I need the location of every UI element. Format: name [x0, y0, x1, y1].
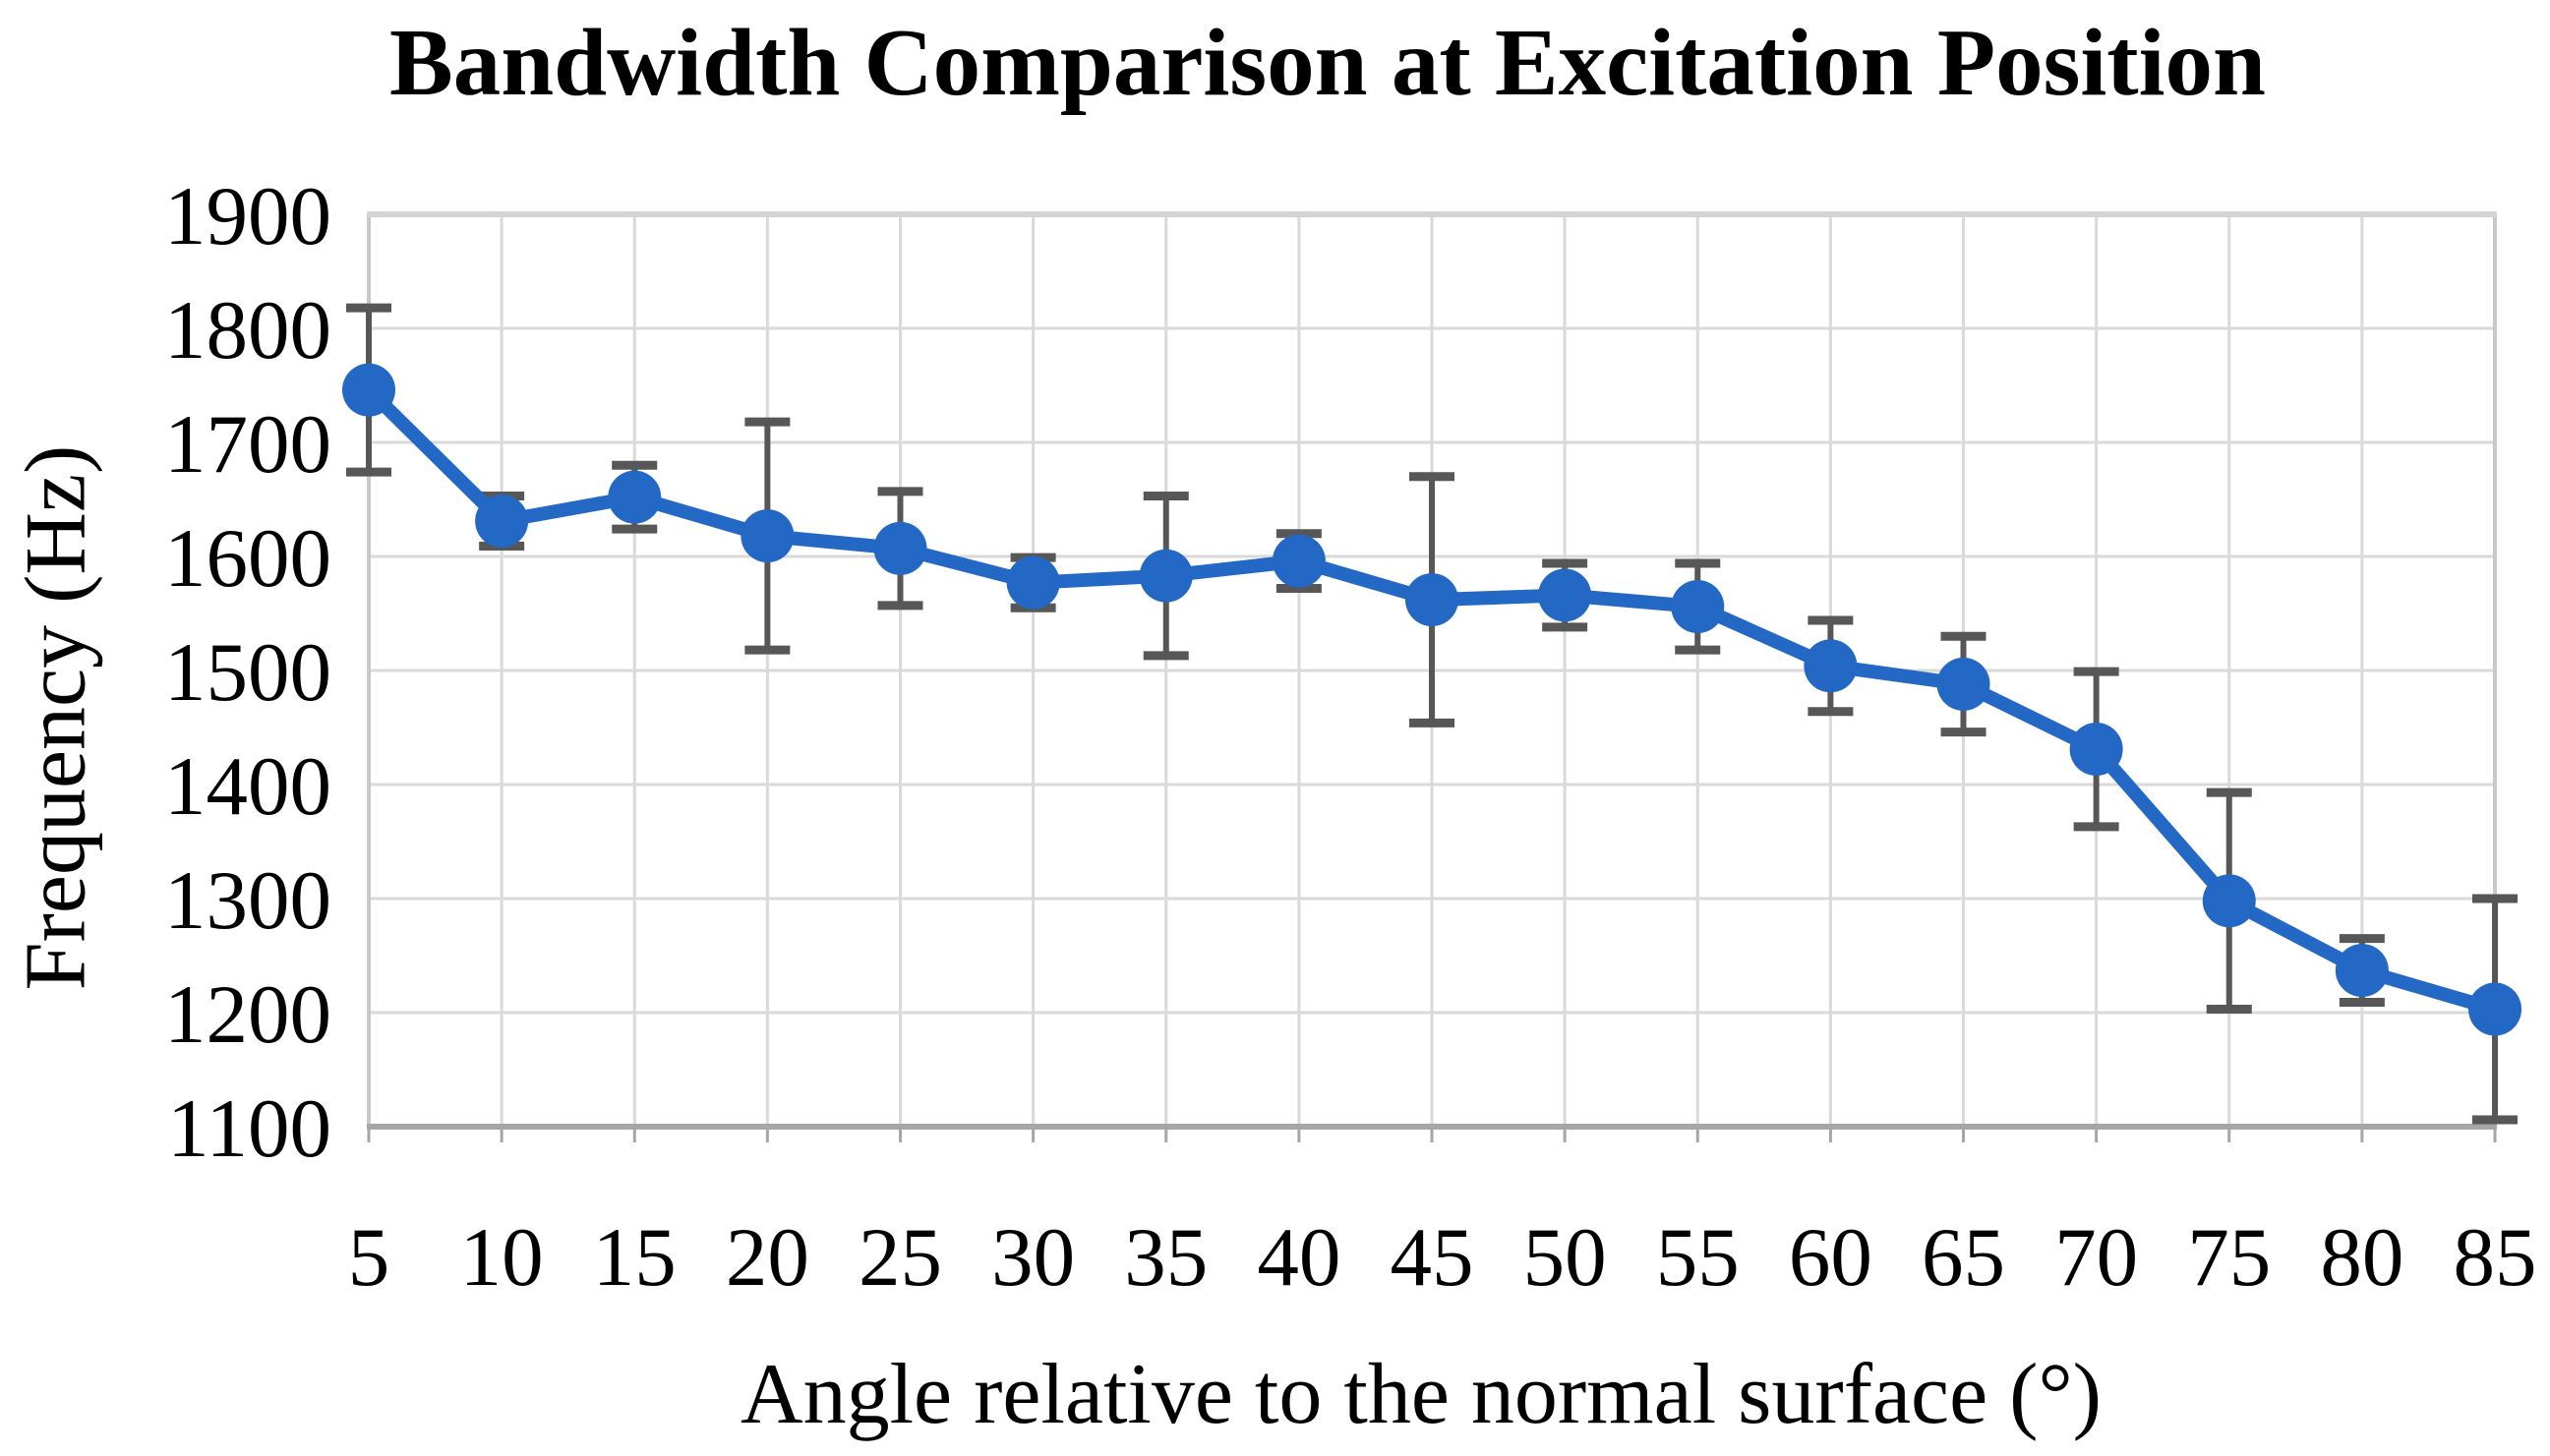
data-point-marker: [1538, 568, 1592, 622]
x-axis-title: Angle relative to the normal surface (°): [741, 1347, 2102, 1442]
y-tick-label: 1900: [164, 170, 331, 262]
data-point-marker: [1006, 555, 1060, 610]
data-point-marker: [608, 470, 662, 524]
x-tick-label: 55: [1656, 1211, 1740, 1304]
y-tick-label: 1600: [164, 512, 331, 605]
chart-title: Bandwidth Comparison at Excitation Posit…: [389, 10, 2266, 115]
data-point-marker: [475, 495, 529, 549]
data-point-marker: [1936, 657, 1990, 711]
y-tick-label: 1100: [167, 1082, 331, 1175]
data-point-marker: [2335, 944, 2389, 998]
x-tick-label: 65: [1922, 1211, 2005, 1304]
x-tick-label: 25: [859, 1211, 942, 1304]
x-tick-label: 50: [1523, 1211, 1607, 1304]
x-tick-label: 80: [2320, 1211, 2403, 1304]
x-tick-label: 70: [2054, 1211, 2138, 1304]
data-point-marker: [1139, 549, 1193, 603]
y-tick-label: 1300: [164, 854, 331, 947]
data-point-marker: [873, 521, 927, 575]
data-point-marker: [1405, 573, 1458, 627]
x-tick-label: 85: [2454, 1211, 2537, 1304]
y-tick-label: 1800: [164, 284, 331, 377]
y-tick-label: 1700: [164, 398, 331, 491]
x-tick-label: 35: [1124, 1211, 1208, 1304]
data-point-marker: [1804, 639, 1858, 693]
y-tick-label: 1500: [164, 626, 331, 719]
x-tick-label: 20: [726, 1211, 809, 1304]
y-tick-label: 1200: [164, 968, 331, 1061]
y-tick-label: 1400: [164, 740, 331, 833]
x-tick-label: 75: [2187, 1211, 2271, 1304]
data-point-marker: [342, 363, 395, 417]
y-axis-title-text: Frequency (Hz): [8, 444, 104, 991]
data-point-marker: [2468, 982, 2521, 1036]
x-tick-label: 15: [593, 1211, 677, 1304]
x-tick-label: 5: [348, 1211, 390, 1304]
x-tick-label: 10: [460, 1211, 544, 1304]
data-point-marker: [2069, 723, 2123, 777]
data-point-marker: [1671, 580, 1725, 634]
x-tick-label: 40: [1257, 1211, 1340, 1304]
data-point-marker: [1272, 534, 1326, 588]
data-point-marker: [741, 509, 795, 563]
x-tick-label: 45: [1391, 1211, 1474, 1304]
x-tick-label: 60: [1789, 1211, 1872, 1304]
data-point-marker: [2202, 874, 2256, 928]
x-tick-label: 30: [991, 1211, 1075, 1304]
